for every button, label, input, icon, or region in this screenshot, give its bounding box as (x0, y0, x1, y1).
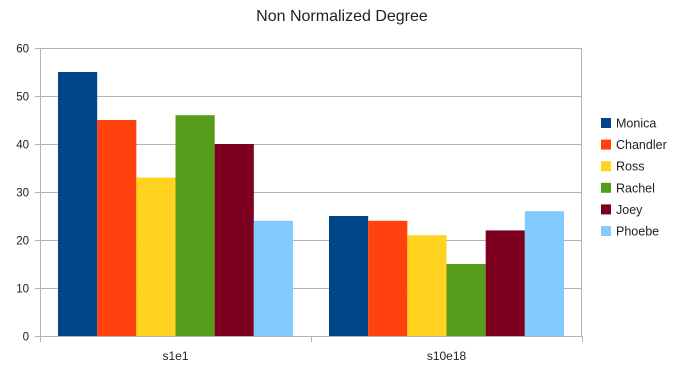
bar-chandler-s10e18 (368, 220, 408, 336)
y-tick-label: 20 (16, 236, 29, 248)
legend-label-phoebe: Phoebe (616, 225, 659, 239)
y-tick-label: 40 (16, 140, 29, 152)
y-tick-label: 50 (16, 92, 29, 104)
x-category-label: s10e18 (427, 349, 467, 363)
bar-monica-s1e1 (58, 72, 98, 336)
y-tick-label: 30 (16, 188, 29, 200)
legend-swatch-phoebe (601, 226, 611, 236)
chart-title: Non Normalized Degree (256, 8, 428, 25)
bar-ross-s1e1 (136, 177, 176, 336)
legend-swatch-joey (601, 204, 611, 215)
x-category-label: s1e1 (162, 349, 188, 363)
y-tick-label: 10 (16, 284, 29, 296)
y-tick-label: 0 (23, 332, 29, 344)
legend-label-joey: Joey (616, 203, 643, 217)
bar-phoebe-s10e18 (524, 211, 564, 336)
legend-swatch-monica (601, 118, 611, 128)
bar-ross-s10e18 (407, 235, 447, 336)
legend-label-rachel: Rachel (616, 181, 655, 195)
legend-swatch-ross (601, 161, 611, 172)
legend-label-monica: Monica (616, 117, 656, 131)
bar-monica-s10e18 (329, 216, 369, 336)
bar-joey-s10e18 (485, 230, 525, 336)
bar-rachel-s10e18 (446, 264, 486, 336)
bar-joey-s1e1 (214, 144, 254, 336)
legend-swatch-rachel (601, 182, 611, 193)
bar-chandler-s1e1 (97, 120, 137, 336)
bars (58, 72, 564, 336)
axes: 0 10 20 30 40 50 60 s1e1 s10e18 (16, 44, 583, 363)
bar-phoebe-s1e1 (253, 220, 293, 336)
y-tick-label: 60 (16, 44, 29, 56)
bar-rachel-s1e1 (175, 115, 215, 336)
legend-label-chandler: Chandler (616, 138, 667, 152)
legend-swatch-chandler (601, 139, 611, 150)
legend-label-ross: Ross (616, 160, 644, 174)
legend: Monica Chandler Ross Rachel Joey Phoebe (601, 117, 667, 239)
